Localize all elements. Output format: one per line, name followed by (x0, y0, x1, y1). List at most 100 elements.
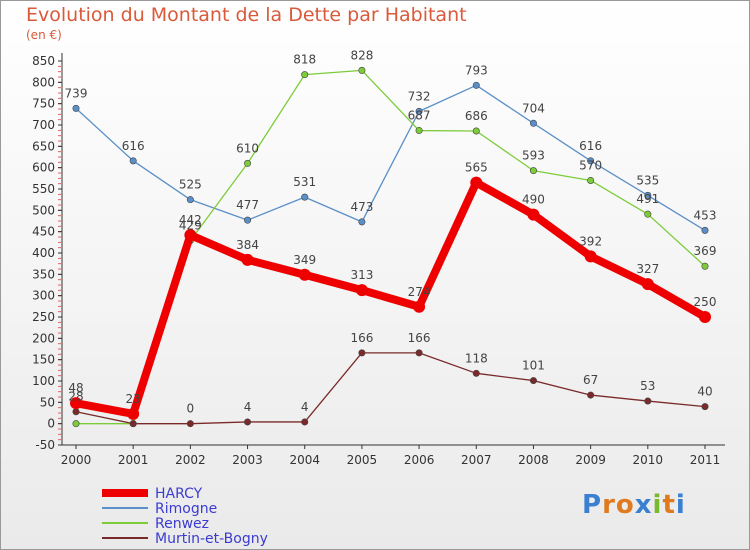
data-label: 491 (636, 192, 659, 206)
series-line-rimogne (75, 84, 706, 232)
data-label: 392 (579, 234, 602, 248)
data-point (241, 253, 254, 266)
data-point (699, 311, 711, 323)
data-point (472, 127, 480, 135)
data-point (358, 218, 366, 226)
data-label: 4 (301, 400, 309, 414)
data-label: 384 (236, 238, 259, 252)
y-tick-label: -50 (35, 438, 55, 452)
x-tick-label: 2008 (518, 453, 549, 467)
data-point (529, 167, 537, 175)
data-point (701, 226, 709, 234)
data-point (641, 278, 654, 291)
data-point (301, 418, 309, 426)
legend-label: Murtin-et-Bogny (155, 531, 268, 547)
data-label: 531 (293, 175, 316, 189)
y-tick-label: 500 (32, 203, 55, 217)
data-label: 565 (465, 161, 488, 175)
data-point (472, 81, 480, 89)
data-point (186, 420, 194, 428)
data-label: 570 (579, 158, 602, 172)
data-label: 828 (350, 48, 373, 62)
data-point (529, 377, 537, 385)
series-line-murtin-et-bogny (75, 352, 706, 425)
data-label: 429 (179, 219, 202, 233)
data-point (527, 208, 540, 221)
data-point (529, 119, 537, 127)
legend-label: HARCY (155, 486, 203, 502)
data-point (587, 157, 595, 165)
data-point (587, 176, 595, 184)
x-tick-label: 2010 (633, 453, 664, 467)
data-point (355, 284, 368, 297)
data-label: 704 (522, 101, 545, 115)
data-label: 732 (408, 89, 431, 103)
data-point (701, 403, 709, 411)
data-label: 28 (68, 390, 83, 404)
y-tick-label: 50 (40, 395, 55, 409)
y-tick-label: 800 (32, 75, 55, 89)
data-point (129, 157, 137, 165)
data-label: 250 (694, 295, 717, 309)
data-label: 535 (636, 173, 659, 187)
data-label: 349 (293, 253, 316, 267)
y-tick-label: 750 (32, 97, 55, 111)
data-point (72, 408, 80, 416)
data-label: 453 (694, 208, 717, 222)
y-tick-label: 250 (32, 310, 55, 324)
x-tick-label: 2006 (404, 453, 435, 467)
data-label: 23 (126, 392, 141, 406)
x-tick-label: 2004 (289, 453, 320, 467)
data-label: 818 (293, 53, 316, 67)
data-label: 686 (465, 109, 488, 123)
data-point (472, 369, 480, 377)
data-point (415, 127, 423, 135)
y-tick-label: 700 (32, 118, 55, 132)
x-tick-label: 2002 (175, 453, 206, 467)
data-point (470, 176, 483, 189)
x-tick-label: 2011 (690, 453, 721, 467)
y-tick-label: 150 (32, 353, 55, 367)
data-point (701, 262, 709, 270)
data-label: 739 (65, 86, 88, 100)
x-tick-label: 2005 (347, 453, 378, 467)
data-point (244, 216, 252, 224)
data-point (72, 420, 80, 428)
data-point (244, 418, 252, 426)
y-tick-label: 100 (32, 374, 55, 388)
data-point (184, 229, 197, 242)
data-label: 40 (697, 385, 712, 399)
data-label: 442 (179, 213, 202, 227)
data-label: 166 (408, 331, 431, 345)
data-label: 525 (179, 178, 202, 192)
data-label: 610 (236, 141, 259, 155)
data-label: 616 (579, 139, 602, 153)
y-tick-label: 400 (32, 246, 55, 260)
data-label: 166 (350, 331, 373, 345)
data-point (244, 159, 252, 167)
y-tick-label: 200 (32, 331, 55, 345)
data-point (70, 397, 82, 410)
x-tick-label: 2007 (461, 453, 492, 467)
data-label: 118 (465, 351, 488, 365)
data-label: 593 (522, 149, 545, 163)
data-label: 687 (408, 109, 431, 123)
data-label: 616 (122, 139, 145, 153)
data-label: 327 (636, 262, 659, 276)
data-point (644, 397, 652, 405)
chart-title: Evolution du Montant de la Dette par Hab… (26, 4, 467, 26)
y-tick-label: 600 (32, 161, 55, 175)
data-point (644, 210, 652, 218)
x-tick-label: 2001 (118, 453, 149, 467)
data-point (413, 300, 426, 313)
data-label: 490 (522, 193, 545, 207)
data-label: 313 (350, 268, 373, 282)
data-label: 4 (244, 400, 252, 414)
data-label: 477 (236, 198, 259, 212)
x-tick-label: 2009 (575, 453, 606, 467)
y-tick-label: 300 (32, 289, 55, 303)
data-label: 0 (187, 402, 195, 416)
data-point (72, 104, 80, 112)
data-label: 793 (465, 63, 488, 77)
